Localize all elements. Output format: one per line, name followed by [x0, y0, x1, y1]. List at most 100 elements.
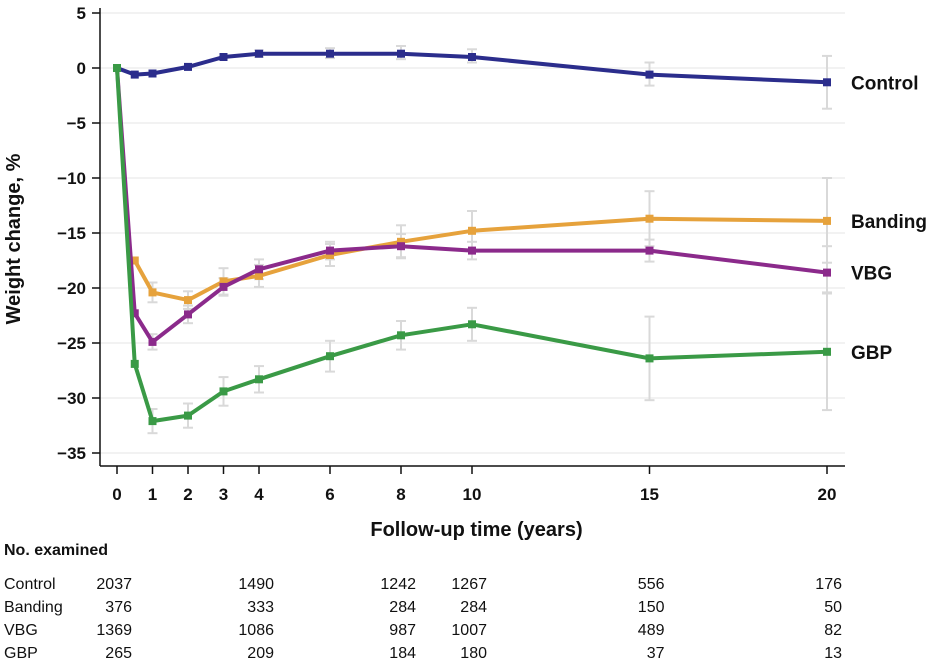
y-tick-label: −25 — [57, 334, 86, 353]
weight-change-chart: 5 0 −5 −10 −15 −20 −25 −30 −35 0 1 2 3 4 6 8 10 15 20 Cont… — [3, 4, 927, 540]
data-point-banding — [645, 214, 654, 223]
data-point-banding — [397, 237, 405, 246]
counts-row-label: Banding — [4, 599, 63, 616]
y-tick-label: −20 — [57, 279, 86, 298]
data-point-gbp — [397, 331, 405, 340]
count-cell: 333 — [247, 599, 274, 616]
x-tick-label: 8 — [396, 485, 405, 504]
count-cell: 1490 — [238, 576, 274, 593]
series-label-vbg: VBG — [851, 264, 892, 285]
data-point-vbg — [397, 242, 405, 251]
data-point-gbp — [823, 347, 831, 356]
data-point-control — [219, 53, 228, 61]
series-line-banding — [133, 216, 828, 303]
data-point-vbg — [326, 246, 334, 255]
data-point-control — [645, 70, 654, 79]
data-point-banding — [148, 288, 157, 297]
y-tick-label: −35 — [57, 444, 86, 463]
data-point-control — [255, 49, 263, 58]
data-point-control — [184, 62, 192, 71]
series-line-vbg — [115, 67, 828, 344]
count-cell: 489 — [637, 622, 665, 639]
error-bars — [147, 45, 832, 435]
data-point-gbp — [645, 354, 654, 363]
count-cell: 2037 — [96, 576, 132, 593]
data-point-banding — [468, 226, 476, 235]
count-cell: 50 — [824, 599, 842, 616]
x-tick-label: 2 — [183, 485, 192, 504]
series-labels: Control Banding VBG GBP — [851, 73, 927, 364]
y-tick-label: −5 — [67, 114, 86, 133]
x-tick-label: 0 — [112, 485, 121, 504]
data-point-banding — [130, 256, 139, 265]
counts-row-vbg: VBG 1369 1086 987 1007 489 82 — [0, 622, 936, 644]
data-point-control — [397, 49, 405, 58]
count-cell: 150 — [637, 599, 665, 616]
series-label-control: Control — [851, 73, 919, 94]
counts-row-label: GBP — [4, 645, 38, 662]
counts-table: No. examined Control 2037 1490 1242 1267 556 1… — [0, 540, 936, 664]
count-cell: 176 — [815, 576, 842, 593]
count-cell: 376 — [105, 599, 132, 616]
count-cell: 82 — [824, 622, 842, 639]
axes — [92, 8, 845, 474]
data-point-gbp — [326, 352, 334, 361]
data-point-banding — [255, 271, 263, 280]
counts-row-control: Control 2037 1490 1242 1267 556 176 — [0, 576, 936, 598]
count-cell: 1007 — [451, 622, 487, 639]
data-point-control — [148, 69, 157, 78]
series-label-banding: Banding — [851, 212, 927, 233]
count-cell: 209 — [247, 645, 274, 662]
y-tick-label: 0 — [77, 59, 86, 78]
count-cell: 284 — [460, 599, 487, 616]
x-tick-label: 1 — [148, 485, 157, 504]
count-cell: 13 — [824, 645, 842, 662]
count-cell: 1086 — [238, 622, 274, 639]
y-tick-label: −15 — [57, 224, 86, 243]
data-point-vbg — [255, 265, 263, 274]
data-point-vbg — [468, 246, 476, 255]
data-point-gbp — [148, 417, 157, 426]
y-axis-title: Weight change, % — [3, 153, 25, 324]
count-cell: 1369 — [96, 622, 132, 639]
data-point-banding — [219, 277, 228, 286]
counts-row-label: Control — [4, 576, 56, 593]
data-point-vbg — [823, 268, 831, 277]
y-tick-label: −30 — [57, 389, 86, 408]
counts-heading: No. examined — [4, 542, 109, 559]
y-tick-label: 5 — [77, 4, 86, 23]
data-point-control — [823, 78, 831, 87]
data-point-vbg — [645, 246, 654, 255]
counts-row-banding: Banding 376 333 284 284 150 50 — [0, 599, 936, 621]
counts-row-gbp: GBP 265 209 184 180 37 13 — [0, 645, 936, 667]
data-point-control — [326, 49, 334, 58]
data-point-banding — [326, 251, 334, 259]
count-cell: 180 — [460, 645, 487, 662]
count-cell: 987 — [389, 622, 416, 639]
x-tick-label: 20 — [818, 485, 837, 504]
x-tick-label: 4 — [254, 485, 264, 504]
data-point-control — [130, 70, 139, 79]
data-point-vbg — [219, 282, 228, 291]
data-point-gbp — [130, 359, 139, 368]
count-cell: 184 — [389, 645, 416, 662]
x-tick-label: 15 — [640, 485, 659, 504]
x-axis-title: Follow-up time (years) — [370, 519, 582, 540]
series-label-gbp: GBP — [851, 343, 893, 364]
data-point-gbp — [255, 375, 263, 384]
data-point-gbp — [113, 64, 121, 72]
count-cell: 1242 — [380, 576, 416, 593]
data-point-gbp — [184, 411, 192, 420]
x-tick-label: 10 — [463, 485, 482, 504]
tick-labels: 5 0 −5 −10 −15 −20 −25 −30 −35 0 1 2 3 4 6 8 10 15 20 — [57, 4, 836, 504]
count-cell: 37 — [646, 645, 665, 662]
count-cell: 556 — [637, 576, 665, 593]
data-point-gbp — [468, 320, 476, 329]
data-point-control — [468, 53, 476, 61]
data-point-gbp — [219, 387, 228, 396]
counts-row-label: VBG — [4, 622, 38, 639]
count-cell: 1267 — [451, 576, 487, 593]
data-point-vbg — [148, 337, 157, 346]
data-point-vbg — [130, 309, 139, 318]
data-point-banding — [184, 296, 192, 305]
